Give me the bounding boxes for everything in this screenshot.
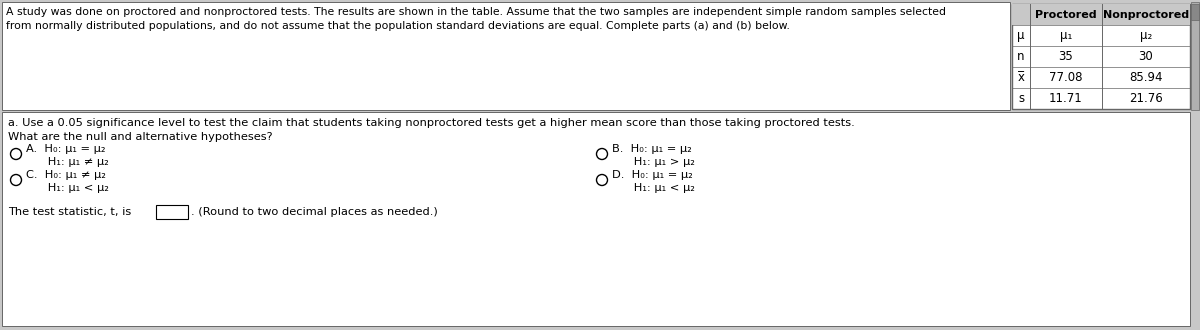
Text: 30: 30 [1139, 50, 1153, 63]
Text: μ₂: μ₂ [1140, 29, 1152, 42]
Text: D.  H₀: μ₁ = μ₂: D. H₀: μ₁ = μ₂ [612, 170, 692, 180]
Bar [2, 112, 1190, 326]
Bar [1012, 4, 1190, 25]
Text: a. Use a 0.05 significance level to test the claim that students taking nonproct: a. Use a 0.05 significance level to test… [8, 118, 854, 128]
Text: μ₁: μ₁ [1060, 29, 1072, 42]
Text: from normally distributed populations, and do not assume that the population sta: from normally distributed populations, a… [6, 21, 790, 31]
Bar [1012, 4, 1190, 109]
Text: Proctored: Proctored [1036, 10, 1097, 19]
Text: Nonproctored: Nonproctored [1103, 10, 1189, 19]
Text: . (Round to two decimal places as needed.): . (Round to two decimal places as needed… [191, 207, 438, 217]
Text: x̅: x̅ [1018, 71, 1025, 84]
Text: H₁: μ₁ ≠ μ₂: H₁: μ₁ ≠ μ₂ [26, 157, 109, 167]
Text: 35: 35 [1058, 50, 1073, 63]
Text: μ: μ [1018, 29, 1025, 42]
Text: A.  H₀: μ₁ = μ₂: A. H₀: μ₁ = μ₂ [26, 144, 106, 154]
Text: What are the null and alternative hypotheses?: What are the null and alternative hypoth… [8, 132, 272, 142]
Text: s: s [1018, 92, 1024, 105]
Bar [1190, 4, 1199, 20]
Text: C.  H₀: μ₁ ≠ μ₂: C. H₀: μ₁ ≠ μ₂ [26, 170, 106, 180]
Bar [1190, 2, 1199, 110]
Text: 21.76: 21.76 [1129, 92, 1163, 105]
Text: 11.71: 11.71 [1049, 92, 1082, 105]
Text: The test statistic, t, is: The test statistic, t, is [8, 207, 131, 217]
Text: 77.08: 77.08 [1049, 71, 1082, 84]
Bar [156, 205, 188, 219]
Text: A study was done on proctored and nonproctored tests. The results are shown in t: A study was done on proctored and nonpro… [6, 7, 946, 17]
Text: n: n [1018, 50, 1025, 63]
Bar [2, 2, 1010, 110]
Text: B.  H₀: μ₁ = μ₂: B. H₀: μ₁ = μ₂ [612, 144, 691, 154]
Text: H₁: μ₁ < μ₂: H₁: μ₁ < μ₂ [26, 183, 109, 193]
Text: 85.94: 85.94 [1129, 71, 1163, 84]
Text: H₁: μ₁ < μ₂: H₁: μ₁ < μ₂ [612, 183, 695, 193]
Text: H₁: μ₁ > μ₂: H₁: μ₁ > μ₂ [612, 157, 695, 167]
